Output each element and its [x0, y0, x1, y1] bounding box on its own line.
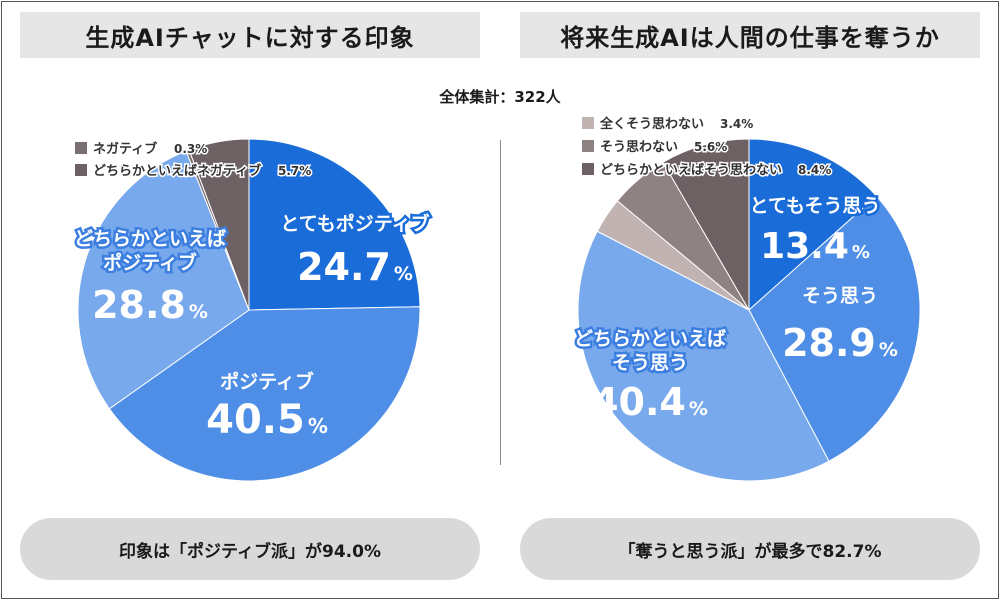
legend-label-1-3: 全くそう思わない — [599, 116, 704, 132]
slice-label-0-0: とてもポジティブ — [280, 212, 429, 235]
slice-value-number: 28.8 — [92, 283, 186, 327]
slice-value-number: 28.9 — [782, 321, 876, 365]
pie-slice-1-5 — [662, 138, 750, 312]
slice-value-0-2: 28.8% — [92, 283, 208, 327]
slice-label-0-1: ポジティブ — [220, 370, 314, 393]
legend-value-1-3: 3.4% — [720, 117, 753, 131]
legend-label-0-3: ネガティブ — [93, 141, 157, 157]
slice-label-1-2: そう思う — [612, 352, 688, 374]
slice-label-1-2: どちらかといえば — [574, 328, 726, 350]
slice-label-0-2: ポジティブ — [103, 251, 197, 274]
chart-title-left: 生成AIチャットに対する印象 — [20, 12, 480, 58]
legend-label-1-5: どちらかといえばそう思わない — [600, 163, 782, 178]
summary-left: 印象は「ポジティブ派」が94.0% — [20, 518, 480, 580]
legend-swatch-1-4 — [582, 140, 594, 152]
slice-label-0-2: どちらかといえば — [74, 228, 226, 250]
slice-value-percent: % — [879, 339, 898, 361]
slice-value-1-2: 40.4% — [592, 380, 708, 424]
slice-label-1-0: とてもそう思う — [749, 195, 880, 217]
legend-value-0-4: 5.7% — [278, 164, 311, 178]
slice-value-percent: % — [189, 301, 208, 323]
chart-title-right: 将来生成AIは人間の仕事を奪うか — [520, 12, 980, 58]
legend-label-1-4: そう思わない — [600, 140, 678, 155]
slice-value-number: 40.4 — [592, 380, 686, 424]
slice-value-number: 13.4 — [760, 226, 849, 267]
summary-right: 「奪うと思う派」が最多で82.7% — [520, 518, 980, 580]
total-respondents: 全体集計：322人 — [439, 88, 561, 106]
legend-swatch-1-3 — [582, 117, 594, 129]
slice-value-number: 24.7 — [297, 245, 391, 289]
slice-value-0-0: 24.7% — [297, 245, 413, 289]
slice-value-percent: % — [689, 398, 708, 420]
pie-slice-0-0 — [248, 138, 421, 311]
legend-value-1-4: 5.6% — [694, 140, 727, 154]
slice-label-1-1: そう思う — [802, 285, 878, 307]
slice-value-number: 40.5 — [206, 397, 305, 443]
legend-label-0-4: どちらかといえばネガティブ — [93, 163, 261, 179]
pie-slice-0-4 — [188, 138, 250, 311]
legend-swatch-1-5 — [582, 163, 594, 175]
center-divider — [500, 140, 501, 465]
slice-value-0-1: 40.5% — [206, 397, 328, 443]
pie-slice-1-0 — [748, 138, 878, 312]
legend-swatch-0-3 — [75, 142, 87, 154]
slice-value-percent: % — [308, 414, 328, 438]
slice-value-1-0: 13.4% — [760, 226, 870, 267]
legend-value-0-3: 0.3% — [174, 142, 207, 156]
pie-slice-1-1 — [748, 195, 921, 462]
pie-slice-1-2 — [577, 230, 830, 482]
slice-value-1-1: 28.9% — [782, 321, 898, 365]
slice-value-percent: % — [852, 242, 870, 263]
legend-value-1-5: 8.4% — [798, 163, 831, 177]
pie-slice-0-2 — [77, 150, 250, 410]
legend-swatch-0-4 — [75, 164, 87, 176]
slice-value-percent: % — [394, 263, 413, 285]
pie-slice-0-1 — [108, 306, 421, 482]
